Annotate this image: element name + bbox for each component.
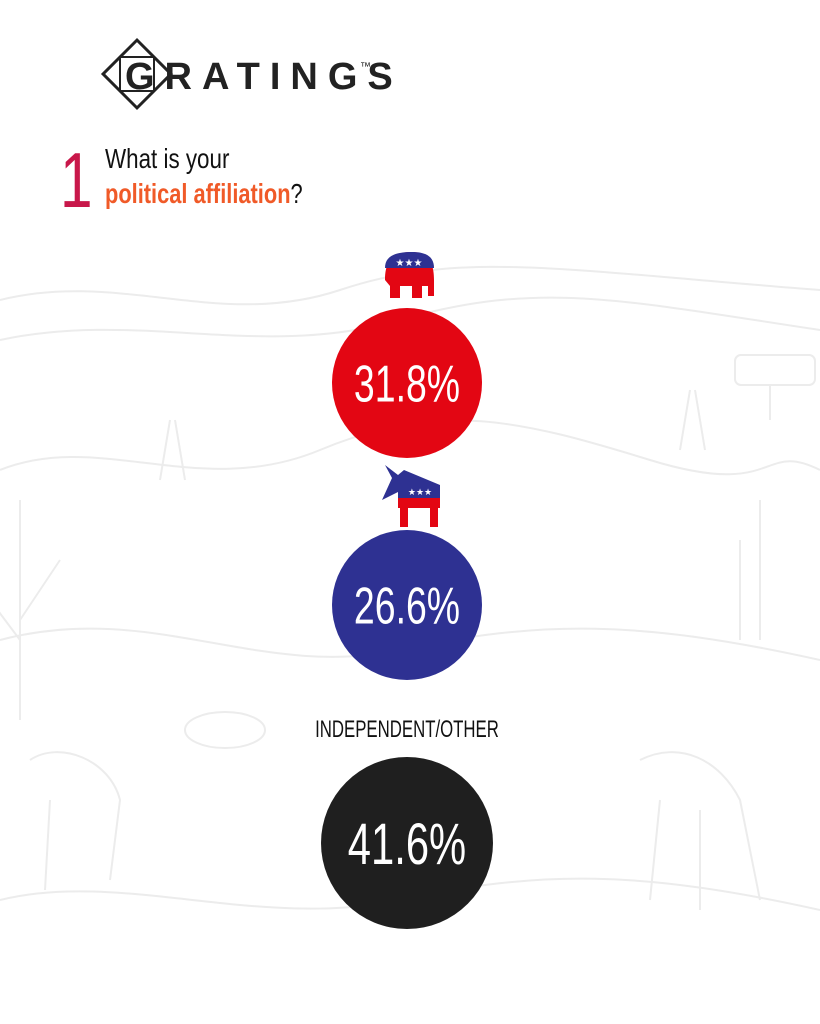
trademark: ™ — [360, 61, 371, 73]
svg-text:★★★: ★★★ — [396, 258, 423, 269]
result-value: 41.6% — [348, 811, 466, 876]
result-label: INDEPENDENT/OTHER — [315, 716, 499, 743]
result-circle — [332, 530, 482, 680]
question-line: What is your — [105, 144, 230, 175]
question-highlight: political affiliation — [105, 178, 291, 209]
elephant-icon: ★★★ — [385, 252, 434, 298]
question-line: political affiliation? — [105, 178, 303, 209]
result-circle — [332, 308, 482, 458]
question-number: 1 — [60, 137, 93, 224]
logo: GRATINGS ™ — [100, 37, 403, 111]
result-value: 31.8% — [354, 355, 460, 414]
logo-text: GRATINGS — [125, 56, 403, 98]
donkey-icon: ★★★ — [382, 465, 440, 527]
result-labels: 31.8% 26.6% 41.6% INDEPENDENT/OTHER — [315, 355, 499, 877]
result-value: 26.6% — [354, 577, 460, 636]
svg-text:★★★: ★★★ — [408, 487, 432, 497]
result-circle — [321, 757, 493, 929]
question-end: ? — [291, 178, 303, 209]
